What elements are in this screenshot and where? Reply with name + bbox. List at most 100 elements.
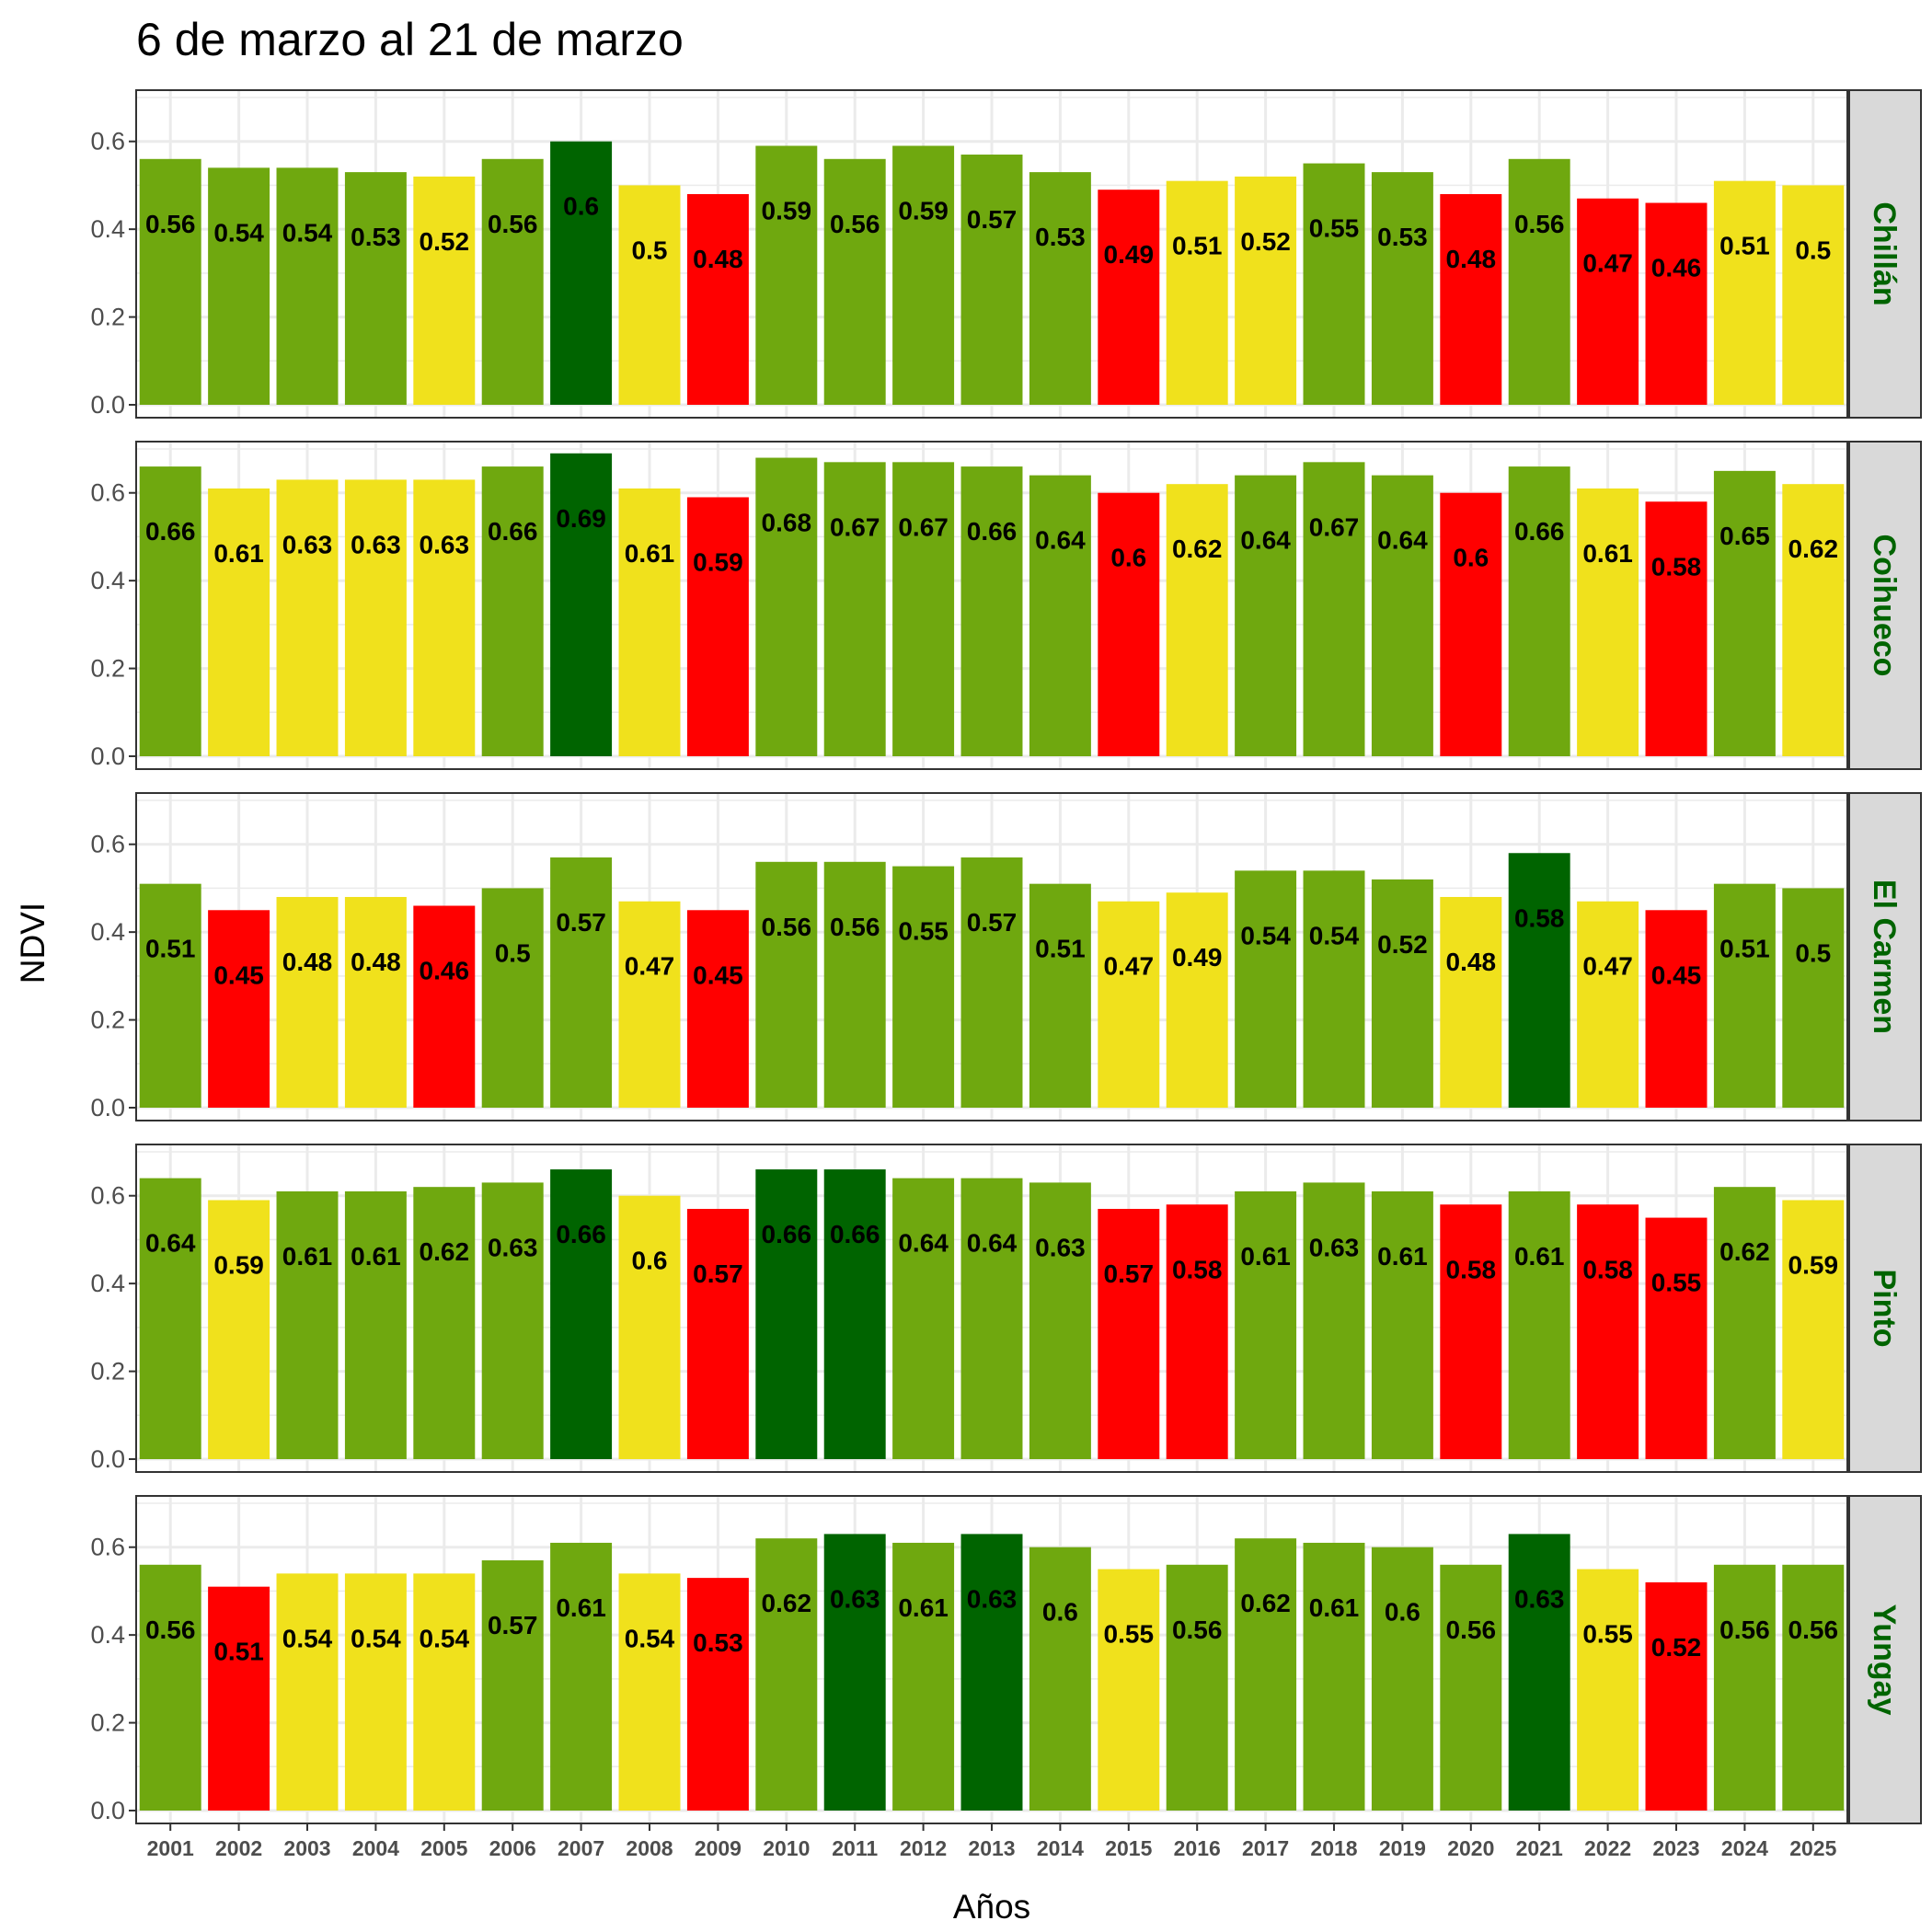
bar-value-label: 0.62 — [1172, 535, 1223, 563]
bar-2013 — [960, 155, 1023, 405]
facet-panel-chillán: 0.0 0.2 0.4 0.6 0.56 0.54 0.54 0.53 0.52 0.56 0.6 0… — [90, 89, 1922, 419]
y-tick-label: 0.6 — [90, 1182, 125, 1210]
bar-2020 — [1440, 896, 1502, 1108]
bar-value-label: 0.51 — [1719, 232, 1770, 260]
bar-2009 — [686, 910, 749, 1108]
bar-2005 — [413, 905, 476, 1108]
bar-2003 — [276, 479, 339, 756]
bar-2021 — [1508, 853, 1570, 1108]
bar-value-label: 0.6 — [1453, 544, 1489, 572]
bar-value-label: 0.56 — [830, 210, 880, 238]
bar-2020 — [1440, 492, 1502, 756]
bar-2013 — [960, 1534, 1023, 1811]
bar-value-label: 0.55 — [1582, 1620, 1633, 1649]
x-tick-label: 2003 — [283, 1836, 330, 1860]
bar-2022 — [1577, 488, 1639, 756]
bar-value-label: 0.55 — [1104, 1620, 1155, 1649]
facet-panels: 0.00.20.40.60.56 0.54 0.54 0.53 0.520.560.60… — [90, 89, 1922, 1824]
bar-2020 — [1440, 1204, 1502, 1459]
facet-strip — [1848, 792, 1922, 1121]
bar-value-label: 0.62 — [1788, 535, 1839, 563]
bar-value-label: 0.47 — [1582, 952, 1633, 981]
bar-2010 — [755, 145, 818, 405]
x-tick-label: 2015 — [1105, 1836, 1152, 1860]
bar-value-label: 0.57 — [693, 1259, 743, 1288]
bar-2024 — [1713, 883, 1776, 1108]
x-tick-label: 2022 — [1584, 1836, 1631, 1860]
bar-2016 — [1166, 180, 1228, 405]
bar-2004 — [344, 1190, 407, 1459]
x-tick-label: 2007 — [558, 1836, 604, 1860]
bar-value-label: 0.48 — [693, 245, 743, 273]
x-tick-label: 2009 — [695, 1836, 742, 1860]
bar-2001 — [139, 158, 201, 406]
bar-2002 — [208, 1200, 270, 1459]
bar-2003 — [276, 1190, 339, 1459]
bar-value-label: 0.46 — [1651, 254, 1702, 282]
bar-2016 — [1166, 1204, 1228, 1459]
bar-2003 — [276, 1573, 339, 1811]
bar-value-label: 0.5 — [1795, 938, 1831, 967]
bar-value-label: 0.51 — [1172, 232, 1223, 260]
x-tick-label: 2010 — [763, 1836, 810, 1860]
facet-strip-label: Pinto — [1867, 1270, 1902, 1348]
bar-value-label: 0.47 — [625, 952, 675, 981]
bar-value-label: 0.49 — [1104, 240, 1155, 269]
bar-2015 — [1098, 492, 1160, 756]
facet-strip — [1848, 441, 1922, 770]
x-tick-label: 2018 — [1310, 1836, 1357, 1860]
bar-value-label: 0.61 — [556, 1593, 606, 1622]
bar-2022 — [1577, 901, 1639, 1108]
chart-title: 6 de marzo al 21 de marzo — [136, 14, 684, 65]
bar-2013 — [960, 1178, 1023, 1459]
y-tick-label: 0.4 — [90, 215, 125, 243]
bar-value-label: 0.5 — [632, 236, 668, 264]
bar-2008 — [618, 1573, 681, 1811]
y-tick-label: 0.4 — [90, 1270, 125, 1297]
bar-value-label: 0.64 — [1240, 526, 1291, 555]
y-tick-label: 0.4 — [90, 1621, 125, 1649]
bar-value-label: 0.53 — [1377, 223, 1428, 251]
bar-value-label: 0.59 — [762, 196, 812, 224]
facet-panel-yungay: 0.0 0.2 0.4 0.6 0.56 0.51 0.54 0.54 0.54 0.57 0.61… — [90, 1495, 1922, 1824]
bar-value-label: 0.51 — [213, 1638, 264, 1666]
y-tick-label: 0.0 — [90, 742, 125, 770]
bar-value-label: 0.56 — [1719, 1616, 1770, 1644]
bar-value-label: 0.63 — [1309, 1233, 1360, 1261]
bar-2007 — [550, 453, 613, 756]
bar-value-label: 0.59 — [898, 196, 949, 224]
bar-2001 — [139, 883, 201, 1108]
bar-2017 — [1235, 1538, 1297, 1811]
bar-2012 — [892, 1542, 955, 1811]
bar-value-label: 0.61 — [1309, 1593, 1360, 1622]
bar-2001 — [139, 1178, 201, 1459]
bar-2024 — [1713, 1564, 1776, 1811]
bar-2022 — [1577, 1204, 1639, 1459]
x-tick-label: 2014 — [1037, 1836, 1084, 1860]
bar-value-label: 0.54 — [1240, 921, 1291, 949]
bar-2023 — [1645, 1217, 1708, 1459]
bar-value-label: 0.45 — [213, 960, 264, 989]
bar-value-label: 0.54 — [420, 1624, 470, 1652]
bar-2019 — [1371, 1547, 1433, 1811]
bar-value-label: 0.59 — [1788, 1250, 1839, 1279]
bar-value-label: 0.61 — [351, 1242, 401, 1271]
bar-2019 — [1371, 879, 1433, 1108]
bar-2006 — [481, 466, 544, 756]
bar-2022 — [1577, 198, 1639, 405]
bar-value-label: 0.6 — [632, 1247, 668, 1275]
bar-2018 — [1303, 1542, 1365, 1811]
bar-2014 — [1029, 172, 1091, 405]
bar-value-label: 0.52 — [1651, 1633, 1702, 1662]
bar-value-label: 0.52 — [420, 227, 470, 256]
bar-value-label: 0.56 — [830, 913, 880, 941]
bar-2015 — [1098, 901, 1160, 1108]
facet-strip — [1848, 1144, 1922, 1473]
bar-value-label: 0.5 — [495, 938, 531, 967]
bar-2002 — [208, 1586, 270, 1811]
bar-value-label: 0.52 — [1240, 227, 1291, 256]
bar-2016 — [1166, 892, 1228, 1108]
x-tick-label: 2012 — [900, 1836, 947, 1860]
bar-value-label: 0.53 — [351, 223, 401, 251]
bar-value-label: 0.69 — [556, 504, 606, 533]
